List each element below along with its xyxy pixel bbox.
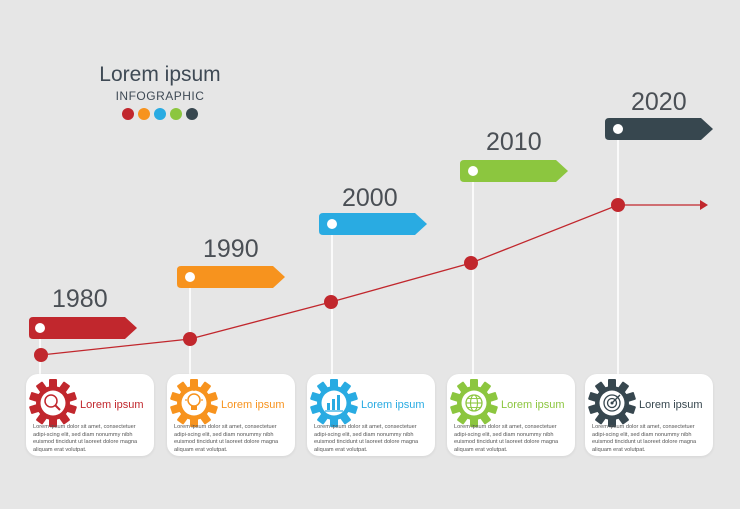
milestone-flag	[319, 213, 427, 235]
card-title: Lorem ipsum	[501, 399, 565, 411]
color-dot	[138, 108, 150, 120]
card-title: Lorem ipsum	[80, 399, 144, 411]
color-dot	[170, 108, 182, 120]
milestone-card: Lorem ipsum Lorem ipsum dolor sit amet, c…	[307, 374, 435, 456]
timeline-point	[611, 198, 625, 212]
card-body-text: Lorem ipsum dolor sit amet, consectetuer…	[33, 424, 138, 453]
flag-pin	[468, 166, 478, 176]
timeline-point	[324, 295, 338, 309]
flag-pin	[35, 323, 45, 333]
header-title: Lorem ipsum	[99, 63, 221, 86]
card-body-text: Lorem ipsum dolor sit amet, consectetuer…	[454, 424, 559, 453]
year-label: 2010	[486, 128, 542, 156]
flag-pin	[327, 219, 337, 229]
header-subtitle: INFOGRAPHIC	[115, 89, 205, 103]
color-dot	[122, 108, 134, 120]
timeline-point	[464, 256, 478, 270]
milestone-card: Lorem ipsum Lorem ipsum dolor sit amet, c…	[585, 374, 713, 456]
globe-icon	[450, 379, 498, 427]
flag-pin	[613, 124, 623, 134]
card-body-text: Lorem ipsum dolor sit amet, consectetuer…	[592, 424, 697, 453]
flag-pin	[185, 272, 195, 282]
card-body-text: Lorem ipsum dolor sit amet, consectetuer…	[174, 424, 279, 453]
target-icon	[588, 379, 636, 427]
color-dots	[80, 108, 240, 120]
lightbulb-icon	[170, 379, 218, 427]
trend-arrow-head	[700, 200, 708, 210]
year-label: 2000	[342, 184, 398, 212]
trend-line	[40, 204, 700, 356]
milestone-card: Lorem ipsum Lorem ipsum dolor sit amet, c…	[447, 374, 575, 456]
milestone-card: Lorem ipsum Lorem ipsum dolor sit amet, c…	[167, 374, 295, 456]
timeline-point	[183, 332, 197, 346]
card-title: Lorem ipsum	[361, 399, 425, 411]
bar-chart-icon	[310, 379, 358, 427]
year-label: 1980	[52, 285, 108, 313]
card-title: Lorem ipsum	[639, 399, 703, 411]
magnifier-icon	[29, 379, 77, 427]
card-title: Lorem ipsum	[221, 399, 285, 411]
timeline-point	[34, 348, 48, 362]
milestone-flag	[177, 266, 285, 288]
color-dot	[154, 108, 166, 120]
color-dot	[186, 108, 198, 120]
year-label: 2020	[631, 88, 687, 116]
header: Lorem ipsum INFOGRAPHIC	[80, 62, 240, 120]
milestone-card: Lorem ipsum Lorem ipsum dolor sit amet, c…	[26, 374, 154, 456]
milestone-flag	[605, 118, 713, 140]
milestone-flag	[29, 317, 137, 339]
year-label: 1990	[203, 235, 259, 263]
milestone-flag	[460, 160, 568, 182]
card-body-text: Lorem ipsum dolor sit amet, consectetuer…	[314, 424, 419, 453]
